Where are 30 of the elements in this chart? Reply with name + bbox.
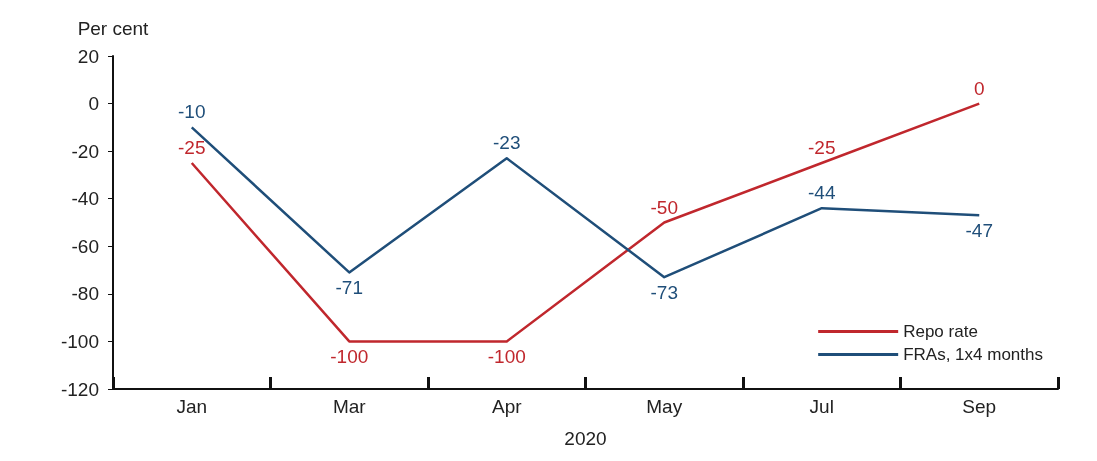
legend-label: FRAs, 1x4 months xyxy=(903,345,1043,364)
data-label: -25 xyxy=(808,137,836,159)
y-tick-label: 0 xyxy=(88,93,99,115)
y-axis-title: Per cent xyxy=(77,18,150,39)
x-tick-label: Jul xyxy=(809,396,834,417)
y-tick-label: 20 xyxy=(77,45,99,67)
y-tick-label: -40 xyxy=(71,188,99,210)
x-tick-label: May xyxy=(646,396,683,417)
data-label: -10 xyxy=(178,101,206,123)
x-tick-label: Apr xyxy=(491,396,523,417)
y-tick-label: -20 xyxy=(71,140,99,162)
data-label: 0 xyxy=(973,77,985,99)
y-tick-label: -80 xyxy=(71,283,99,305)
data-label: -25 xyxy=(178,137,206,159)
legend-label: Repo rate xyxy=(903,322,978,341)
data-label: -71 xyxy=(335,277,363,299)
y-tick-label: -120 xyxy=(60,378,99,400)
x-axis-title: 2020 xyxy=(564,428,607,449)
data-label: -73 xyxy=(650,282,678,304)
data-label: -23 xyxy=(493,132,521,154)
x-tick-label: Jan xyxy=(176,396,208,417)
data-label: -44 xyxy=(808,182,836,204)
data-label: -50 xyxy=(650,196,678,218)
data-label: -100 xyxy=(330,346,369,368)
x-tick-label: Mar xyxy=(332,396,367,417)
x-tick-label: Sep xyxy=(962,396,997,417)
y-tick-label: -100 xyxy=(60,330,99,352)
data-label: -100 xyxy=(487,346,526,368)
data-label: -47 xyxy=(965,220,993,242)
y-tick-label: -60 xyxy=(71,235,99,257)
